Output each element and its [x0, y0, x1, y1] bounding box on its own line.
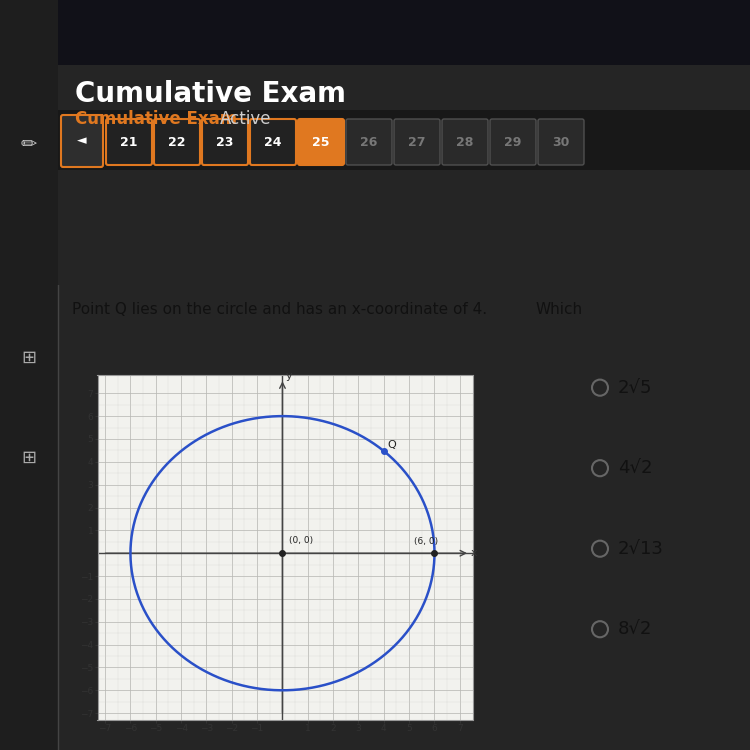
- Text: 2√5: 2√5: [618, 379, 652, 397]
- Text: 2√13: 2√13: [618, 540, 664, 558]
- FancyBboxPatch shape: [442, 119, 488, 165]
- Bar: [0, 285, 58, 750]
- Text: (0, 0): (0, 0): [289, 536, 313, 545]
- Text: 26: 26: [360, 136, 378, 148]
- Text: x: x: [470, 548, 477, 558]
- Text: ◄: ◄: [77, 134, 87, 148]
- Text: (6, 0): (6, 0): [414, 537, 438, 546]
- Bar: [58, 110, 750, 170]
- Text: 22: 22: [168, 136, 186, 148]
- Text: Cumulative Exam: Cumulative Exam: [75, 80, 346, 108]
- FancyBboxPatch shape: [298, 119, 344, 165]
- Text: 27: 27: [408, 136, 426, 148]
- FancyBboxPatch shape: [346, 119, 392, 165]
- FancyBboxPatch shape: [394, 119, 440, 165]
- Text: 4√2: 4√2: [618, 459, 652, 477]
- FancyBboxPatch shape: [538, 119, 584, 165]
- FancyBboxPatch shape: [154, 119, 200, 165]
- Text: 29: 29: [504, 136, 522, 148]
- Text: 21: 21: [120, 136, 138, 148]
- Text: 28: 28: [456, 136, 474, 148]
- FancyBboxPatch shape: [106, 119, 152, 165]
- Text: Which: Which: [535, 302, 582, 317]
- Text: 24: 24: [264, 136, 282, 148]
- FancyBboxPatch shape: [490, 119, 536, 165]
- Text: Active: Active: [220, 110, 272, 128]
- Text: 23: 23: [216, 136, 234, 148]
- Text: 8√2: 8√2: [618, 620, 652, 638]
- FancyBboxPatch shape: [250, 119, 296, 165]
- Bar: [0, 0, 58, 285]
- Text: Cumulative Exam: Cumulative Exam: [75, 110, 237, 128]
- Text: Q: Q: [388, 440, 396, 450]
- Text: y: y: [286, 371, 292, 381]
- Text: Point Q lies on the circle and has an x-coordinate of 4.: Point Q lies on the circle and has an x-…: [72, 302, 488, 317]
- Text: 30: 30: [552, 136, 570, 148]
- FancyBboxPatch shape: [202, 119, 248, 165]
- Text: ✏: ✏: [21, 136, 38, 154]
- Bar: [0, 0, 750, 65]
- Text: ⊞: ⊞: [22, 449, 37, 467]
- Text: 25: 25: [312, 136, 330, 148]
- Text: ⊞: ⊞: [22, 349, 37, 367]
- FancyBboxPatch shape: [61, 115, 103, 167]
